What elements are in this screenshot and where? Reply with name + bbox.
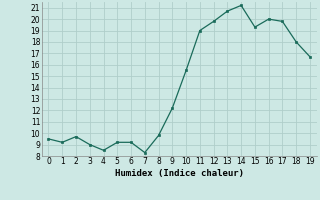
X-axis label: Humidex (Indice chaleur): Humidex (Indice chaleur) xyxy=(115,169,244,178)
